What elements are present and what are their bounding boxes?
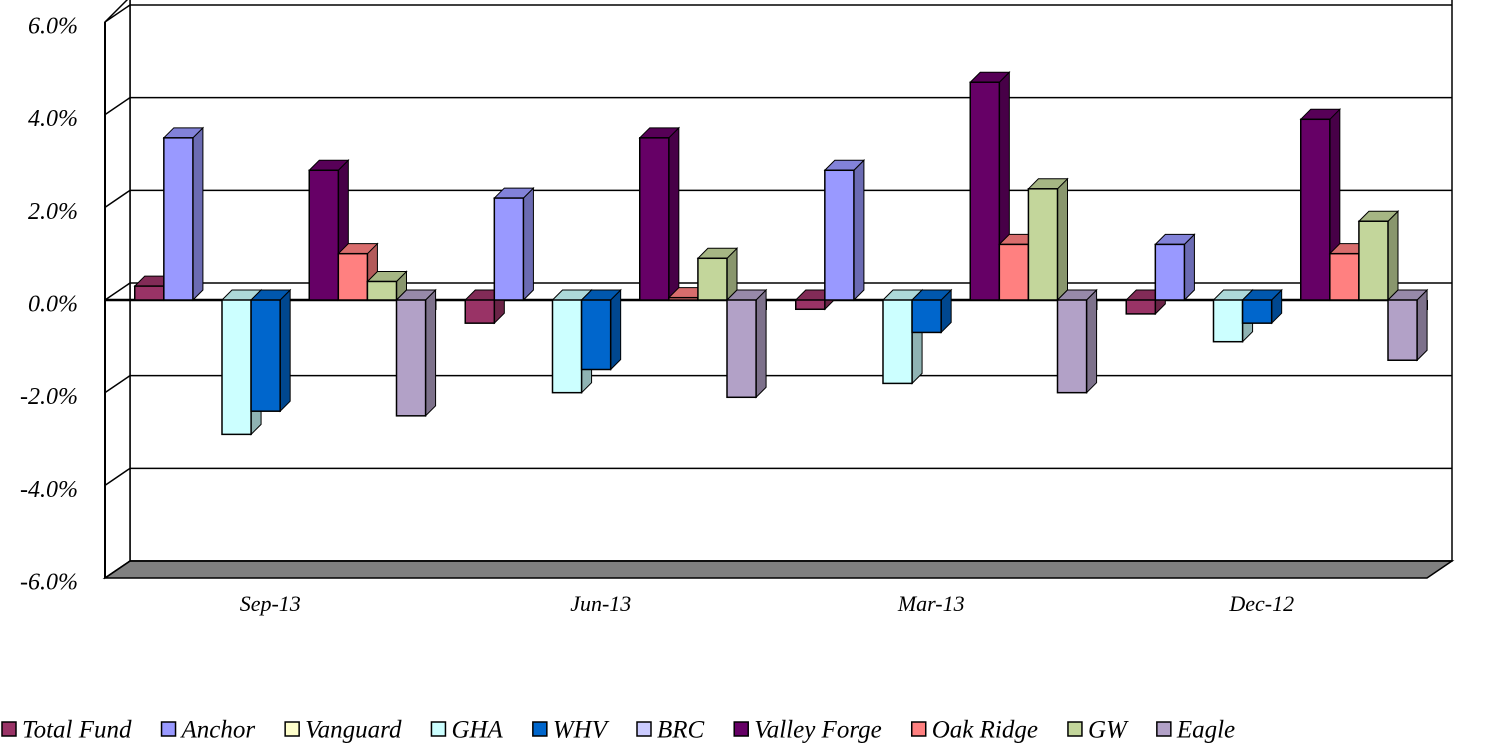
y-tick-label: 0.0% xyxy=(28,292,78,318)
bar xyxy=(668,296,699,301)
legend-label: Vanguard xyxy=(305,717,402,744)
legend-swatch xyxy=(1,721,17,737)
bar xyxy=(998,243,1030,301)
bar xyxy=(794,299,826,311)
y-tick-label: -4.0% xyxy=(20,477,78,503)
floor xyxy=(102,560,1455,579)
bar-side xyxy=(192,126,204,302)
bar xyxy=(882,299,913,385)
bar xyxy=(163,137,194,301)
bar-side xyxy=(425,288,437,418)
bar xyxy=(133,285,165,301)
bar-side xyxy=(755,288,767,399)
bar-side xyxy=(1387,210,1399,302)
bar xyxy=(1299,118,1331,301)
y-tick-label: 4.0% xyxy=(28,106,78,132)
grid-line-side xyxy=(104,4,131,23)
legend-label: GHA xyxy=(451,717,503,744)
bar xyxy=(250,299,281,412)
bar-side xyxy=(1416,288,1428,362)
bar-side xyxy=(853,159,865,302)
legend-swatch xyxy=(1067,721,1083,737)
x-tick-label: Jun-13 xyxy=(570,591,631,616)
bar xyxy=(221,299,252,436)
grid-line-side xyxy=(104,560,131,579)
grid-line-side xyxy=(104,189,131,208)
bar xyxy=(308,169,340,301)
grid-line-side xyxy=(104,467,131,486)
legend-label: Oak Ridge xyxy=(932,717,1038,744)
y-tick-label: 6.0% xyxy=(28,14,78,40)
bar xyxy=(1154,243,1186,301)
bar-side xyxy=(610,288,622,371)
bar xyxy=(337,252,369,301)
bar xyxy=(1241,299,1273,324)
bar xyxy=(1329,252,1360,301)
bar xyxy=(551,299,583,394)
x-tick-label: Dec-12 xyxy=(1228,591,1294,616)
bar-side xyxy=(522,186,534,302)
bar-side xyxy=(1183,233,1195,302)
bar-side xyxy=(279,288,291,413)
grid-line-side xyxy=(104,282,131,301)
legend-label: Total Fund xyxy=(22,717,132,744)
bar-side xyxy=(1086,288,1098,394)
legend-swatch xyxy=(532,721,548,737)
bar xyxy=(1387,299,1418,361)
x-tick-label: Sep-13 xyxy=(240,591,301,616)
bar xyxy=(911,299,942,334)
bar xyxy=(580,299,612,371)
legend-swatch xyxy=(733,721,749,737)
legend-label: GW xyxy=(1088,717,1129,744)
legend-swatch xyxy=(160,721,177,737)
bar xyxy=(638,137,670,301)
bar xyxy=(726,299,757,399)
grid-line-side xyxy=(104,97,131,116)
bar-side xyxy=(1057,177,1069,302)
y-tick-label: -2.0% xyxy=(20,384,78,410)
bar xyxy=(1027,188,1059,301)
bar xyxy=(1125,299,1157,315)
legend-swatch xyxy=(636,721,652,737)
legend-swatch xyxy=(1156,721,1172,737)
bar xyxy=(366,280,398,301)
y-tick-label: 2.0% xyxy=(28,199,78,225)
bar xyxy=(969,81,1001,301)
legend-label: BRC xyxy=(657,717,705,744)
grid-line-side xyxy=(104,375,131,394)
legend-label: Anchor xyxy=(180,717,256,744)
bar xyxy=(1358,220,1389,301)
legend-label: Eagle xyxy=(1176,717,1235,744)
legend-swatch xyxy=(284,721,300,737)
legend-swatch xyxy=(910,721,927,737)
legend-label: Valley Forge xyxy=(754,717,882,744)
legend-swatch xyxy=(430,721,447,737)
bar xyxy=(1212,299,1244,343)
bar xyxy=(697,257,728,301)
legend-label: WHV xyxy=(553,717,610,744)
bar xyxy=(493,197,525,301)
side-wall xyxy=(104,0,131,580)
bar xyxy=(1056,299,1088,394)
x-tick-label: Mar-13 xyxy=(897,591,965,616)
bar xyxy=(824,169,855,301)
bar-side xyxy=(668,126,680,302)
bar xyxy=(464,299,496,324)
bar xyxy=(395,299,427,417)
y-tick-label: -6.0% xyxy=(20,570,78,596)
